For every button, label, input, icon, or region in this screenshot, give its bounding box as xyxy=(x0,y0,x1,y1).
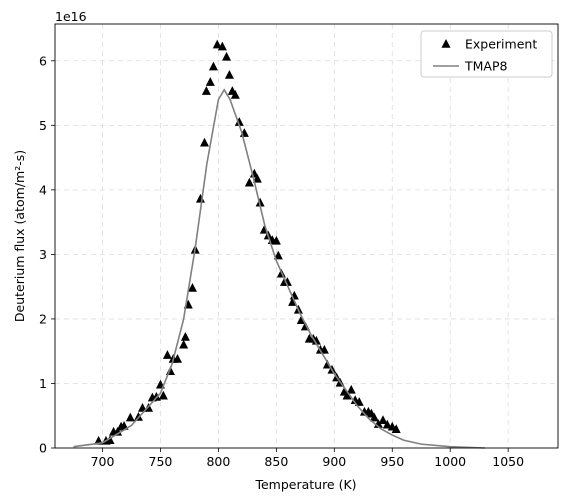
data-point xyxy=(180,331,190,341)
legend-label: Experiment xyxy=(465,37,537,52)
data-point xyxy=(255,197,265,207)
data-point xyxy=(311,335,321,345)
line xyxy=(73,88,486,449)
y-tick-label: 6 xyxy=(39,53,47,68)
data-point xyxy=(369,412,379,422)
data-point xyxy=(273,250,283,260)
legend-label: TMAP8 xyxy=(464,59,508,74)
data-point xyxy=(382,419,392,429)
data-point xyxy=(173,353,183,363)
legend-marker xyxy=(441,39,451,48)
y-tick-label: 0 xyxy=(39,441,47,456)
data-point xyxy=(133,412,143,421)
data-point xyxy=(346,384,356,394)
x-tick-label: 750 xyxy=(149,454,173,469)
data-point xyxy=(354,397,364,406)
x-axis-label: Temperature (K) xyxy=(254,477,356,492)
y-tick-label: 2 xyxy=(39,311,47,326)
x-tick-label: 800 xyxy=(206,454,230,469)
data-point xyxy=(217,41,227,51)
data-point xyxy=(319,344,329,354)
data-point xyxy=(230,89,240,99)
data-point xyxy=(391,424,401,434)
data-point xyxy=(224,69,234,79)
data-point xyxy=(244,177,254,187)
y-tick-label: 1 xyxy=(39,376,47,391)
data-point xyxy=(195,193,205,203)
y-tick-label: 4 xyxy=(39,182,47,197)
data-point xyxy=(212,39,222,49)
data-point xyxy=(378,415,388,424)
x-tick-label: 900 xyxy=(322,454,346,469)
data-point xyxy=(234,117,244,126)
data-point xyxy=(271,235,281,245)
data-point xyxy=(158,390,168,400)
data-point xyxy=(201,86,211,95)
data-point xyxy=(105,435,115,445)
data-point xyxy=(179,339,189,349)
data-point xyxy=(125,412,135,422)
data-point xyxy=(342,390,352,400)
x-tick-label: 850 xyxy=(264,454,288,469)
data-point xyxy=(151,392,161,401)
x-tick-label: 1050 xyxy=(492,454,524,469)
x-tick-label: 700 xyxy=(91,454,115,469)
y-tick-label: 5 xyxy=(39,118,47,133)
data-point xyxy=(200,137,210,147)
x-tick-label: 950 xyxy=(380,454,404,469)
plot-frame xyxy=(54,23,559,449)
data-point xyxy=(222,51,232,61)
data-point xyxy=(187,282,197,292)
data-point xyxy=(205,77,215,86)
offset-text: 1e16 xyxy=(55,9,87,24)
data-point xyxy=(162,350,172,359)
data-point xyxy=(252,173,262,183)
y-tick-label: 3 xyxy=(39,247,47,262)
data-point xyxy=(282,277,292,286)
data-point xyxy=(113,426,123,436)
y-axis-label: Deuterium flux (atom/m²-s) xyxy=(12,150,27,322)
data-point xyxy=(208,61,218,71)
x-tick-label: 1000 xyxy=(434,454,466,469)
